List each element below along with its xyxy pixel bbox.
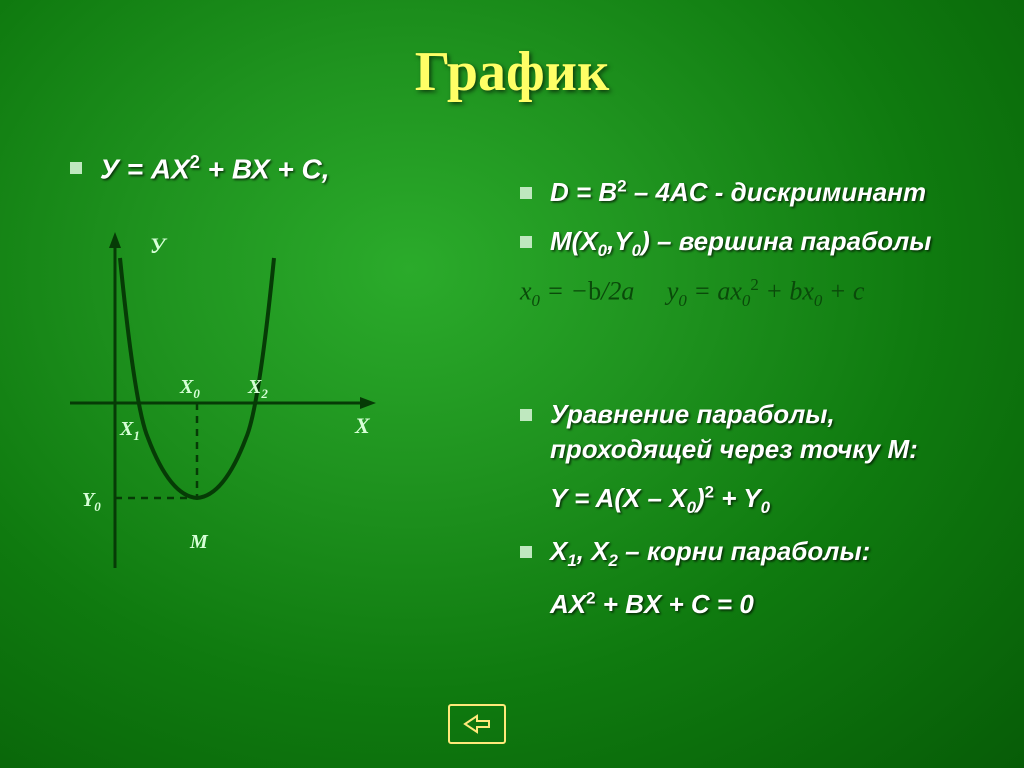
roots-intro-text: X1, X2 – корни параболы:	[550, 534, 990, 573]
right-column: D = B2 – 4AC - дискриминант M(X0,Y0) – в…	[520, 175, 990, 636]
bullet-square-icon	[520, 236, 532, 248]
parabola-eq-intro-bullet: Уравнение параболы, проходящей через точ…	[520, 397, 990, 467]
spacer	[520, 277, 990, 397]
vertex-def-text: M(X0,Y0) – вершина параболы	[550, 224, 990, 263]
y0-label: Y0	[82, 489, 101, 514]
parabola-eq-text: Y = A(X – X0)2 + Y0	[550, 481, 990, 520]
roots-eq-bullet: AX2 + BX + C = 0	[520, 587, 990, 622]
bullet-square-icon	[70, 162, 82, 174]
slide: График x0 = −b/2a y0 = ax02 + bx0 + c У …	[0, 0, 1024, 768]
bullet-square-icon	[520, 409, 532, 421]
x-axis-arrow-icon	[360, 397, 376, 409]
parabola-graph: У Х X1 X2 X0 Y0 M	[70, 228, 470, 583]
x1-label: X1	[119, 418, 140, 443]
x0-label: X0	[179, 376, 200, 401]
vertex-def-bullet: M(X0,Y0) – вершина параболы	[520, 224, 990, 263]
roots-eq-text: AX2 + BX + C = 0	[550, 587, 990, 622]
left-column: У = АХ2 + ВХ + С, У Х X1 X2 X0	[70, 150, 470, 583]
quadratic-formula-text: У = АХ2 + ВХ + С,	[100, 150, 470, 188]
slide-title: График	[0, 40, 1024, 104]
arrow-left-icon	[463, 714, 491, 734]
x2-label: X2	[247, 376, 268, 401]
x-axis-label: Х	[354, 413, 371, 438]
parabola-eq-intro-text: Уравнение параболы, проходящей через точ…	[550, 397, 990, 467]
discriminant-text: D = B2 – 4AC - дискриминант	[550, 175, 990, 210]
vertex-label: M	[189, 531, 209, 553]
bullet-square-icon	[520, 187, 532, 199]
discriminant-bullet: D = B2 – 4AC - дискриминант	[520, 175, 990, 210]
bullet-square-icon	[520, 546, 532, 558]
prev-slide-button[interactable]	[448, 704, 506, 744]
y-axis-label: У	[150, 233, 168, 258]
parabola-eq-bullet: Y = A(X – X0)2 + Y0	[520, 481, 990, 520]
y-axis-arrow-icon	[109, 232, 121, 248]
quadratic-formula-bullet: У = АХ2 + ВХ + С,	[70, 150, 470, 188]
parabola-svg: У Х X1 X2 X0 Y0 M	[70, 228, 390, 578]
roots-intro-bullet: X1, X2 – корни параболы:	[520, 534, 990, 573]
